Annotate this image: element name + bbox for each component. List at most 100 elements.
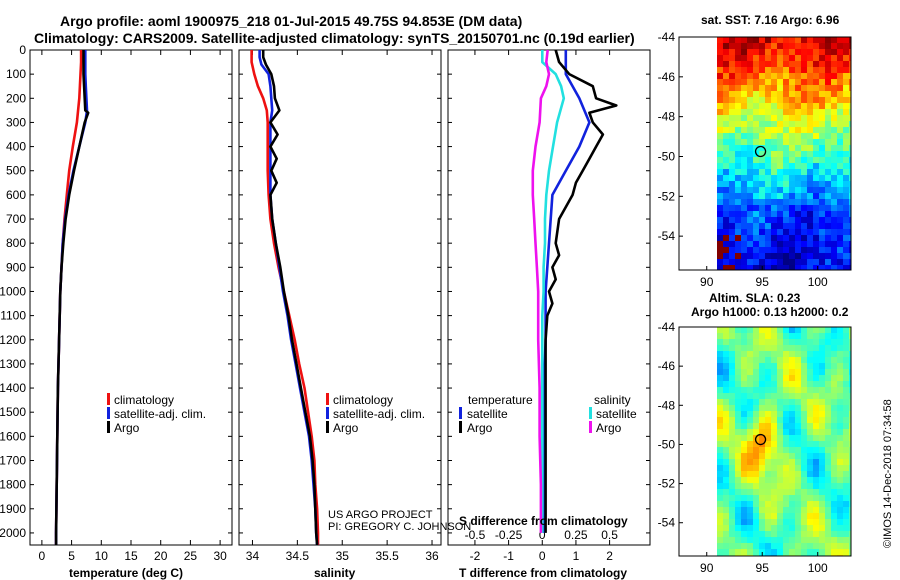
heatmap-cell	[819, 91, 826, 98]
heatmap-cell	[837, 55, 844, 62]
heatmap-cell	[753, 525, 760, 532]
heatmap-cell	[795, 477, 802, 484]
heatmap-cell	[849, 459, 851, 466]
heatmap-cell	[843, 181, 850, 188]
heatmap-cell	[717, 229, 724, 236]
heatmap-cell	[735, 163, 742, 170]
heatmap-cell	[747, 351, 754, 358]
heatmap-cell	[825, 193, 832, 200]
heatmap-cell	[843, 79, 850, 86]
heatmap-cell	[777, 501, 784, 508]
heatmap-cell	[771, 477, 778, 484]
heatmap-cell	[729, 67, 736, 74]
heatmap-cell	[801, 217, 808, 224]
map-y-tick-label: -52	[658, 477, 676, 491]
heatmap-cell	[837, 375, 844, 382]
heatmap-cell	[831, 235, 838, 242]
imos-watermark: ©IMOS 14-Dec-2018 07:34:58	[882, 399, 894, 548]
heatmap-cell	[771, 85, 778, 92]
heatmap-cell	[819, 381, 826, 388]
heatmap-cell	[777, 205, 784, 212]
heatmap-cell	[849, 91, 851, 98]
heatmap-cell	[717, 127, 724, 134]
heatmap-cell	[747, 217, 754, 224]
heatmap-cell	[765, 217, 772, 224]
heatmap-cell	[777, 115, 784, 122]
heatmap-cell	[765, 139, 772, 146]
heatmap-cell	[759, 247, 766, 254]
heatmap-cell	[843, 37, 850, 44]
heatmap-cell	[813, 139, 820, 146]
heatmap-cell	[753, 483, 760, 490]
heatmap-cell	[795, 357, 802, 364]
heatmap-cell	[843, 327, 850, 334]
heatmap-cell	[795, 163, 802, 170]
heatmap-cell	[849, 79, 851, 86]
heatmap-cell	[741, 193, 748, 200]
heatmap-cell	[831, 333, 838, 340]
map-y-tick-label: -48	[658, 398, 676, 412]
heatmap-cell	[795, 253, 802, 260]
heatmap-cell	[747, 175, 754, 182]
heatmap-cell	[741, 345, 748, 352]
heatmap-cell	[759, 489, 766, 496]
heatmap-cell	[807, 199, 814, 206]
heatmap-cell	[783, 193, 790, 200]
difference-axes-frame	[447, 49, 651, 546]
heatmap-cell	[801, 423, 808, 430]
heatmap-cell	[825, 345, 832, 352]
heatmap-cell	[759, 223, 766, 230]
heatmap-cell	[723, 381, 730, 388]
heatmap-cell	[783, 393, 790, 400]
heatmap-cell	[771, 435, 778, 442]
heatmap-cell	[771, 175, 778, 182]
legend-swatch-t-argo	[459, 421, 462, 433]
heatmap-cell	[771, 459, 778, 466]
heatmap-cell	[831, 181, 838, 188]
heatmap-cell	[759, 357, 766, 364]
heatmap-cell	[795, 483, 802, 490]
heatmap-cell	[843, 513, 850, 520]
heatmap-cell	[795, 513, 802, 520]
heatmap-cell	[807, 471, 814, 478]
heatmap-cell	[813, 151, 820, 158]
heatmap-cell	[753, 85, 760, 92]
heatmap-cell	[819, 537, 826, 544]
heatmap-cell	[741, 435, 748, 442]
heatmap-cell	[765, 205, 772, 212]
heatmap-cell	[807, 333, 814, 340]
heatmap-cell	[735, 381, 742, 388]
heatmap-cell	[783, 459, 790, 466]
map-y-tick-label: -52	[658, 189, 676, 203]
heatmap-cell	[825, 327, 832, 334]
heatmap-cell	[771, 151, 778, 158]
heatmap-cell	[831, 193, 838, 200]
depth-tick-label: 900	[6, 260, 26, 274]
heatmap-cell	[837, 175, 844, 182]
heatmap-cell	[843, 223, 850, 230]
heatmap-cell	[807, 259, 814, 266]
heatmap-cell	[723, 73, 730, 80]
heatmap-cell	[783, 199, 790, 206]
depth-tick-label: 400	[6, 140, 26, 154]
heatmap-cell	[753, 217, 760, 224]
heatmap-cell	[759, 133, 766, 140]
heatmap-cell	[723, 471, 730, 478]
heatmap-cell	[753, 121, 760, 128]
heatmap-cell	[723, 495, 730, 502]
heatmap-cell	[801, 327, 808, 334]
heatmap-cell	[783, 97, 790, 104]
heatmap-cell	[759, 121, 766, 128]
heatmap-cell	[777, 223, 784, 230]
heatmap-cell	[843, 139, 850, 146]
heatmap-cell	[795, 507, 802, 514]
heatmap-cell	[843, 157, 850, 164]
heatmap-cell	[801, 43, 808, 50]
heatmap-cell	[729, 417, 736, 424]
heatmap-cell	[849, 121, 851, 128]
heatmap-cell	[825, 55, 832, 62]
heatmap-cell	[777, 163, 784, 170]
series-line	[542, 50, 591, 533]
heatmap-cell	[717, 507, 724, 514]
heatmap-cell	[783, 133, 790, 140]
